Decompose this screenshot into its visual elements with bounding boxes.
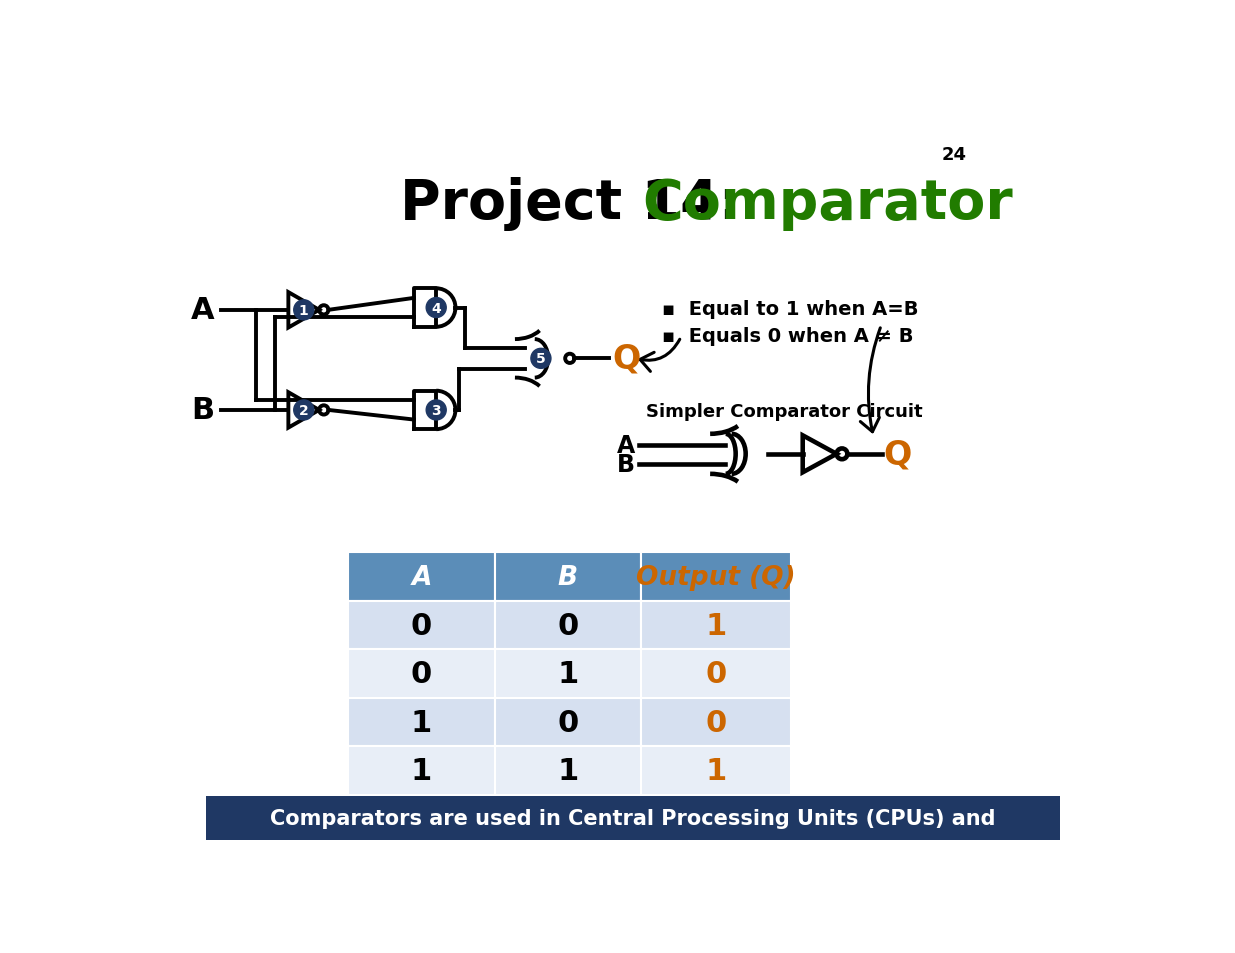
FancyArrowPatch shape	[640, 340, 679, 372]
Text: 1: 1	[299, 303, 309, 317]
FancyBboxPatch shape	[348, 553, 495, 601]
Text: 3: 3	[431, 403, 441, 417]
FancyBboxPatch shape	[641, 601, 792, 650]
FancyBboxPatch shape	[641, 650, 792, 699]
FancyBboxPatch shape	[348, 650, 495, 699]
FancyBboxPatch shape	[641, 553, 792, 601]
Text: 1: 1	[705, 757, 726, 785]
FancyBboxPatch shape	[495, 746, 641, 795]
Circle shape	[294, 400, 314, 420]
FancyBboxPatch shape	[206, 796, 1060, 841]
Circle shape	[294, 300, 314, 320]
Text: 0: 0	[411, 659, 432, 688]
Text: Comparators are used in Central Processing Units (CPUs) and: Comparators are used in Central Processi…	[269, 808, 995, 828]
Text: 0: 0	[705, 708, 726, 737]
Circle shape	[426, 400, 446, 420]
Text: Q: Q	[611, 342, 640, 375]
Text: 5: 5	[536, 352, 546, 366]
Text: 0: 0	[557, 611, 578, 640]
FancyBboxPatch shape	[495, 699, 641, 746]
Text: A: A	[411, 564, 432, 590]
Text: 1: 1	[557, 659, 578, 688]
FancyBboxPatch shape	[641, 746, 792, 795]
Text: 0: 0	[557, 708, 578, 737]
Text: 1: 1	[411, 708, 432, 737]
Circle shape	[531, 349, 551, 369]
Text: A: A	[616, 433, 635, 457]
Text: ▪  Equals 0 when A ≠ B: ▪ Equals 0 when A ≠ B	[662, 326, 914, 345]
FancyBboxPatch shape	[348, 699, 495, 746]
Text: 0: 0	[411, 611, 432, 640]
Text: ▪  Equal to 1 when A=B: ▪ Equal to 1 when A=B	[662, 299, 919, 318]
FancyBboxPatch shape	[495, 553, 641, 601]
Text: 4: 4	[431, 301, 441, 315]
Text: Q: Q	[883, 437, 911, 471]
Text: Simpler Comparator Circuit: Simpler Comparator Circuit	[646, 403, 923, 421]
FancyArrowPatch shape	[861, 329, 881, 433]
Text: B: B	[616, 453, 635, 476]
Text: 0: 0	[705, 659, 726, 688]
Text: 2: 2	[299, 403, 309, 417]
Text: B: B	[558, 564, 578, 590]
FancyBboxPatch shape	[495, 601, 641, 650]
Circle shape	[426, 298, 446, 318]
Text: 24: 24	[942, 146, 967, 163]
FancyBboxPatch shape	[348, 601, 495, 650]
Text: 1: 1	[557, 757, 578, 785]
Text: B: B	[191, 396, 215, 425]
Text: 1: 1	[411, 757, 432, 785]
FancyBboxPatch shape	[495, 650, 641, 699]
Text: A: A	[191, 296, 215, 325]
FancyBboxPatch shape	[348, 746, 495, 795]
Text: 1: 1	[705, 611, 726, 640]
Text: Project 14:: Project 14:	[400, 177, 761, 231]
Text: Output (Q): Output (Q)	[636, 564, 795, 590]
Text: Comparator: Comparator	[642, 177, 1013, 231]
FancyBboxPatch shape	[641, 699, 792, 746]
